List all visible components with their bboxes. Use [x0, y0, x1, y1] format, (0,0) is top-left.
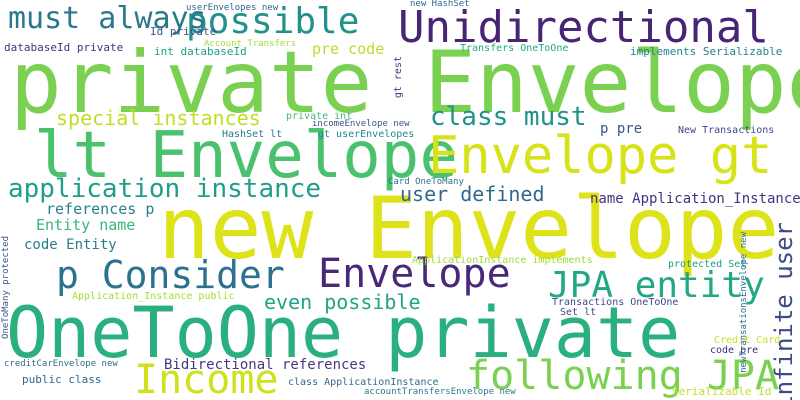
word-code-entity: code Entity	[24, 237, 117, 253]
word-card-onetomany: Card OneToMany	[388, 177, 464, 187]
word-onetoone-private: OneToOne private	[6, 292, 681, 374]
word-must-always: must always	[8, 1, 207, 36]
word-jpa-entity: JPA entity	[548, 265, 765, 306]
word-envelope-gt: Envelope gt	[428, 126, 773, 186]
word-credit-card: Credit Card	[714, 335, 781, 346]
word-class-applicationinstance: class ApplicationInstance	[288, 377, 439, 388]
word-id-private: Id private	[150, 25, 217, 38]
word-user-defined: user defined	[400, 182, 545, 206]
word-implements-serializable: implements Serializable	[630, 45, 783, 58]
word-code-pre: code pre	[710, 345, 759, 356]
word-special-instances: special instances	[56, 106, 261, 130]
word-possible: possible	[186, 1, 360, 42]
word-private-envelope: private Envelope	[10, 33, 800, 133]
word-onetomany-protected: OneToMany protected	[1, 236, 11, 339]
word-databaseid-private: databaseId private	[4, 41, 124, 54]
word-p-consider: p Consider	[56, 253, 285, 297]
word-hashset-lt: HashSet lt	[222, 129, 283, 140]
word-account-transfers: Account Transfers	[204, 39, 297, 49]
word-protected-set: protected Set	[668, 259, 747, 270]
word-following-jpa: following JPA	[466, 353, 780, 399]
word-set-lt: Set lt	[560, 307, 597, 318]
word-private-int: private int	[286, 111, 353, 122]
word-newtransationsenvelope-new: newTransationsEnvelope new	[739, 232, 749, 373]
word-pre-code: pre code	[312, 40, 385, 58]
word-serializable-id: Serializable Id	[672, 385, 772, 398]
word-unidirectional: Unidirectional	[398, 2, 769, 53]
word-transfers-onetoone: Transfers OneToOne	[460, 43, 569, 54]
word-accounttransfersenvelope-new: accountTransfersEnvelope new	[364, 387, 516, 397]
word-gt-rest: gt rest	[393, 56, 404, 99]
word-lt-envelope: lt Envelope	[34, 119, 458, 193]
word-application-instance: application instance	[8, 174, 322, 204]
word-even-possible: even possible	[264, 290, 421, 314]
word-int-databaseid: int databaseId	[154, 45, 247, 58]
word-class-must: class must	[430, 102, 587, 132]
word-incomeenvelope-new: incomeEnvelope new	[312, 119, 410, 129]
word-transactions-onetoone: Transactions OneToOne	[552, 297, 679, 308]
word-application-instance-public: Application_Instance public	[72, 291, 235, 302]
word-new-transactions: New Transactions	[678, 125, 775, 136]
word-public-class: public class	[22, 373, 102, 386]
word-infinite-user: infinite user	[770, 222, 798, 400]
word-envelope: Envelope	[318, 251, 511, 297]
word-new-envelope: new Envelope	[158, 179, 780, 279]
word-creditcarenvelope-new: creditCarEnvelope new	[4, 359, 118, 369]
word-applicationinstance-implements: ApplicationInstance implements	[412, 255, 593, 266]
word-gt-userenvelopes: gt userEnvelopes	[318, 129, 415, 140]
word-userenvelopes-new: userEnvelopes new	[186, 3, 279, 13]
word-p-pre: p pre	[600, 121, 643, 137]
word-name-application-instance: name Application_Instance	[590, 191, 800, 207]
word-references-p: references p	[46, 200, 155, 218]
word-new-hashset: new HashSet	[410, 0, 470, 9]
word-income: Income	[134, 357, 279, 400]
word-entity-name: Entity name	[36, 216, 136, 234]
word-bidirectional-references: Bidirectional references	[164, 357, 367, 373]
